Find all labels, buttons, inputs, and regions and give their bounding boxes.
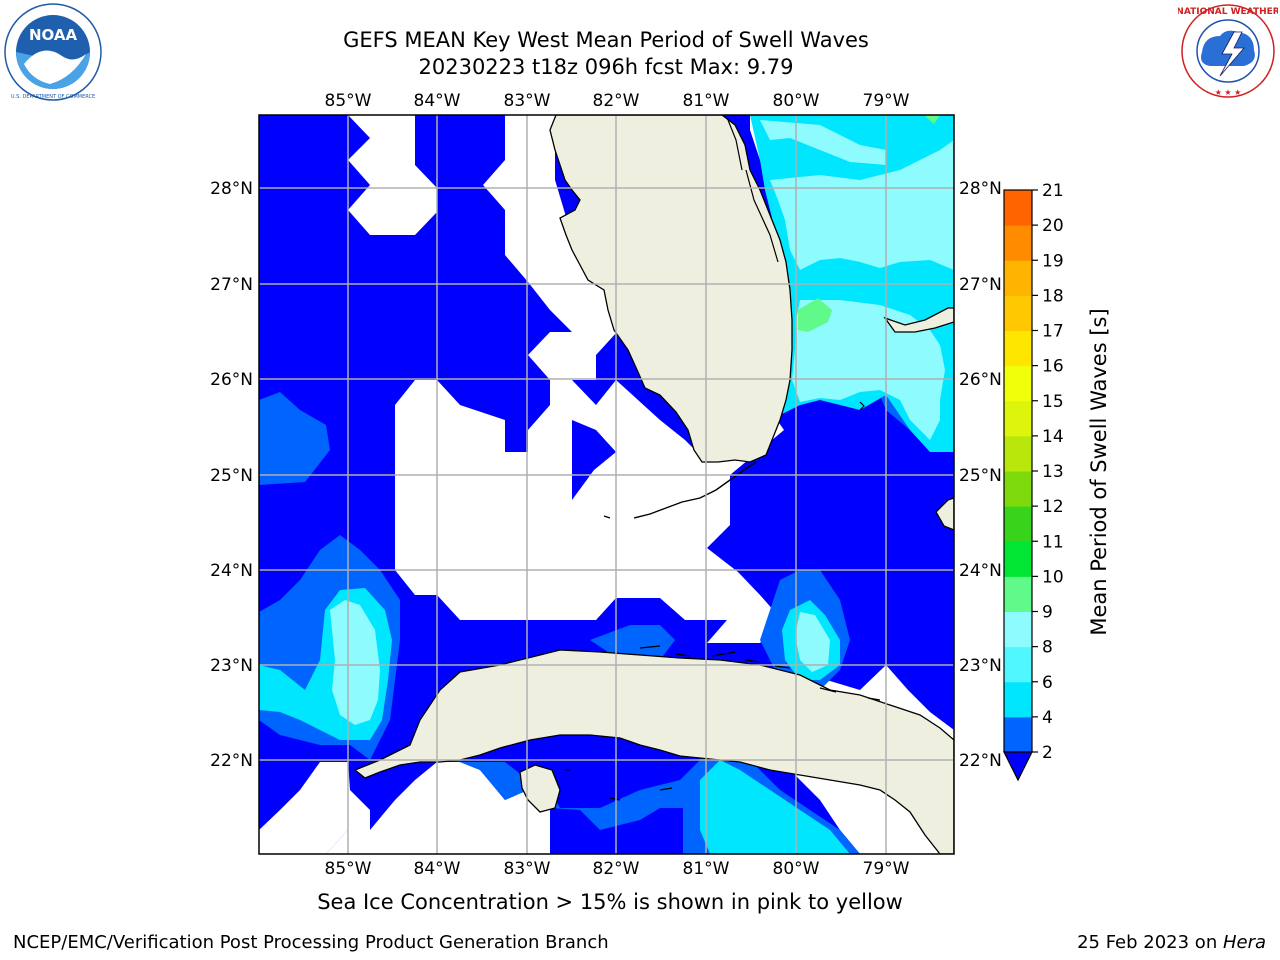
lat-label: 26°N — [959, 370, 1002, 390]
nws-logo-icon: NATIONAL WEATHER ★ ★ ★ — [1178, 4, 1278, 98]
colorbar-tick-label: 11 — [1042, 532, 1064, 552]
noaa-logo-text: NOAA — [29, 26, 78, 44]
colorbar-tick-label: 14 — [1042, 427, 1064, 447]
noaa-logo-icon: NOAA U.S. DEPARTMENT OF COMMERCE — [4, 3, 102, 101]
colorbar-tick-label: 2 — [1042, 743, 1053, 763]
lat-label: 22°N — [210, 751, 253, 771]
lat-labels-right: 28°N 27°N 26°N 25°N 24°N 23°N 22°N — [959, 179, 1002, 771]
lon-label: 82°W — [593, 859, 640, 879]
colorbar-band — [1004, 681, 1032, 718]
lat-labels-left: 28°N 27°N 26°N 25°N 24°N 23°N 22°N — [210, 179, 253, 771]
colorbar: 2 4 6 8 9 10 11 12 13 14 15 16 17 18 19 20 21 — [1003, 181, 1064, 782]
footer-date-text: 25 Feb 2023 on — [1077, 932, 1223, 953]
lon-label: 83°W — [504, 91, 551, 111]
colorbar-tick-label: 8 — [1042, 638, 1053, 658]
swell-period-8-9-regions — [330, 120, 954, 725]
colorbar-band — [1004, 646, 1032, 683]
colorbar-band — [1004, 611, 1032, 648]
colorbar-band — [1004, 365, 1032, 402]
colorbar-tick-label: 9 — [1042, 603, 1053, 623]
swell-period-9-10-regions — [798, 115, 940, 332]
colorbar-tick-label: 21 — [1042, 181, 1064, 201]
lon-label: 79°W — [863, 91, 910, 111]
map-plot-area — [259, 115, 954, 854]
lat-label: 26°N — [210, 370, 253, 390]
lat-label: 25°N — [959, 466, 1002, 486]
lon-labels-top: 85°W 84°W 83°W 82°W 81°W 80°W 79°W — [325, 91, 910, 111]
lat-label: 28°N — [210, 179, 253, 199]
lat-label: 24°N — [959, 561, 1002, 581]
colorbar-band — [1004, 576, 1032, 612]
lon-label: 85°W — [325, 91, 372, 111]
lon-label: 79°W — [863, 859, 910, 879]
colorbar-band — [1004, 330, 1032, 367]
svg-text:U.S. DEPARTMENT OF COMMERCE: U.S. DEPARTMENT OF COMMERCE — [11, 94, 95, 100]
lon-labels-bottom: 85°W 84°W 83°W 82°W 81°W 80°W 79°W — [325, 859, 910, 879]
colorbar-tick-label: 19 — [1042, 251, 1064, 271]
lon-label: 84°W — [414, 91, 461, 111]
colorbar-band — [1004, 435, 1032, 472]
cuban-cays — [565, 645, 881, 801]
colorbar-tick-label: 18 — [1042, 286, 1064, 306]
lat-label: 28°N — [959, 179, 1002, 199]
florida-landmass — [549, 115, 793, 463]
florida-east-coast-lagoon — [727, 119, 779, 263]
lon-label: 81°W — [683, 859, 730, 879]
chart-subtitle: 20230223 t18z 096h fcst Max: 9.79 — [418, 55, 794, 79]
colorbar-band — [1004, 260, 1032, 296]
colorbar-band — [1004, 190, 1032, 226]
lon-label: 80°W — [773, 91, 820, 111]
isla-de-la-juventud — [519, 764, 561, 813]
lon-label: 84°W — [414, 859, 461, 879]
map-frame — [258, 114, 955, 855]
lon-label: 80°W — [773, 859, 820, 879]
lon-label: 81°W — [683, 91, 730, 111]
lat-label: 22°N — [959, 751, 1002, 771]
colorbar-tick-label: 13 — [1042, 462, 1064, 482]
grand-bahama-island — [883, 307, 954, 333]
colorbar-band — [1004, 295, 1032, 331]
colorbar-band — [1004, 506, 1032, 542]
map-gridlines — [259, 115, 954, 854]
colorbar-band — [1004, 541, 1032, 577]
svg-text:★ ★ ★: ★ ★ ★ — [1215, 88, 1242, 97]
colorbar-band — [1004, 716, 1032, 753]
colorbar-tick-label: 12 — [1042, 497, 1064, 517]
colorbar-band — [1004, 471, 1032, 507]
colorbar-extend-arrow — [1003, 751, 1033, 782]
cuba-landmass — [353, 649, 954, 854]
lat-label: 24°N — [210, 561, 253, 581]
colorbar-tick-label: 6 — [1042, 673, 1053, 693]
lat-label: 23°N — [210, 656, 253, 676]
lat-label: 25°N — [210, 466, 253, 486]
lat-label: 23°N — [959, 656, 1002, 676]
sea-ice-caption: Sea Ice Concentration > 15% is shown in … — [317, 890, 903, 914]
lon-label: 83°W — [504, 859, 551, 879]
colorbar-tick-label: 15 — [1042, 392, 1064, 412]
lat-label: 27°N — [959, 275, 1002, 295]
chart-title: GEFS MEAN Key West Mean Period of Swell … — [343, 28, 869, 52]
colorbar-label: Mean Period of Swell Waves [s] — [1087, 308, 1111, 635]
colorbar-tick-label: 10 — [1042, 567, 1064, 587]
lon-label: 82°W — [593, 91, 640, 111]
footer-host: Hera — [1222, 932, 1266, 953]
andros-island — [935, 497, 954, 531]
colorbar-tick-label: 17 — [1042, 322, 1064, 342]
footer-date: 25 Feb 2023 on Hera — [1077, 932, 1266, 953]
colorbar-tick-label: 4 — [1042, 708, 1053, 728]
svg-text:NATIONAL WEATHER: NATIONAL WEATHER — [1178, 7, 1278, 17]
colorbar-band — [1004, 225, 1032, 261]
colorbar-tick-label: 16 — [1042, 357, 1064, 377]
colorbar-band — [1004, 400, 1032, 437]
lat-label: 27°N — [210, 275, 253, 295]
florida-keys — [633, 461, 757, 519]
colorbar-tick-label: 20 — [1042, 216, 1064, 236]
lon-label: 85°W — [325, 859, 372, 879]
footer-credit: NCEP/EMC/Verification Post Processing Pr… — [13, 932, 609, 953]
